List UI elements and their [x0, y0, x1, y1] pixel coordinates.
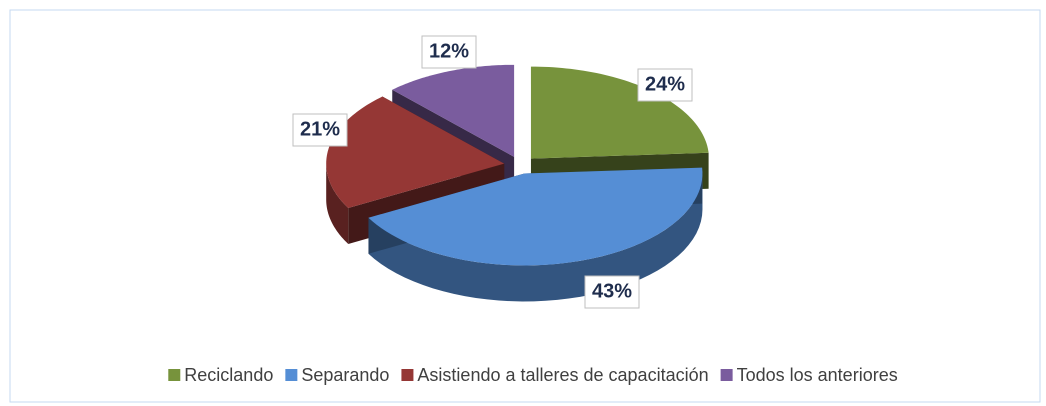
legend-label: Separando: [301, 365, 389, 385]
data-label: 24%: [645, 73, 685, 95]
data-label-box: [292, 113, 348, 147]
data-label: 21%: [300, 118, 340, 140]
legend-swatch: [168, 369, 181, 381]
slice-side: [368, 173, 703, 302]
legend-label: Todos los anteriores: [737, 365, 898, 385]
legend-swatch: [720, 369, 733, 381]
slice: [392, 64, 515, 157]
legend-label: Asistiendo a talleres de capacitación: [417, 365, 708, 385]
data-label: 12%: [429, 40, 469, 62]
slice-side: [326, 163, 349, 244]
data-label: 43%: [592, 280, 632, 302]
slice: [326, 96, 505, 208]
legend-swatch: [401, 369, 414, 381]
legend-swatch: [285, 369, 298, 381]
slice: [530, 66, 709, 159]
legend-label: Reciclando: [184, 365, 273, 385]
data-label-box: [637, 68, 693, 102]
data-label-box: [421, 35, 477, 69]
data-label-box: [584, 275, 640, 309]
legend: Reciclando Separando Asistiendo a talleres…: [168, 365, 898, 385]
slice: [368, 167, 703, 266]
